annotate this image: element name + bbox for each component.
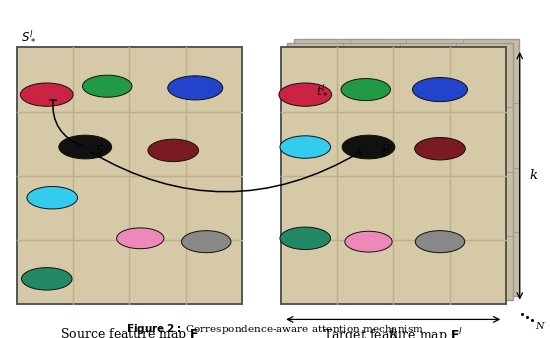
Bar <box>16 47 242 304</box>
Text: $S^l_*$: $S^l_*$ <box>21 29 36 42</box>
Text: k: k <box>389 328 397 338</box>
Ellipse shape <box>117 228 164 249</box>
Text: k: k <box>530 169 538 182</box>
Bar <box>287 43 513 300</box>
Text: $S$: $S$ <box>95 144 104 157</box>
Ellipse shape <box>280 136 331 158</box>
Text: $\mathbf{Figure\ 2:}$ Correspondence-aware attention mechanism: $\mathbf{Figure\ 2:}$ Correspondence-awa… <box>126 322 424 336</box>
Bar <box>294 39 519 296</box>
Text: Target feature map $\mathbf{F}^l$: Target feature map $\mathbf{F}^l$ <box>323 326 464 338</box>
Text: $t^l_*$: $t^l_*$ <box>316 83 328 96</box>
Ellipse shape <box>27 187 78 209</box>
Ellipse shape <box>20 83 73 106</box>
Text: N: N <box>536 322 544 332</box>
Ellipse shape <box>59 135 112 159</box>
Ellipse shape <box>182 231 231 253</box>
Text: $t^l$: $t^l$ <box>381 144 391 160</box>
Ellipse shape <box>415 231 465 253</box>
Ellipse shape <box>148 139 199 162</box>
Ellipse shape <box>341 78 390 101</box>
Bar <box>280 47 506 304</box>
Ellipse shape <box>279 83 332 106</box>
Text: Source feature map $\mathbf{F}$: Source feature map $\mathbf{F}$ <box>60 326 199 338</box>
Ellipse shape <box>345 231 392 252</box>
Ellipse shape <box>342 135 395 159</box>
Ellipse shape <box>82 75 132 97</box>
Ellipse shape <box>21 268 72 290</box>
Ellipse shape <box>280 227 331 249</box>
Ellipse shape <box>415 138 465 160</box>
Ellipse shape <box>412 77 468 102</box>
Ellipse shape <box>168 76 223 100</box>
